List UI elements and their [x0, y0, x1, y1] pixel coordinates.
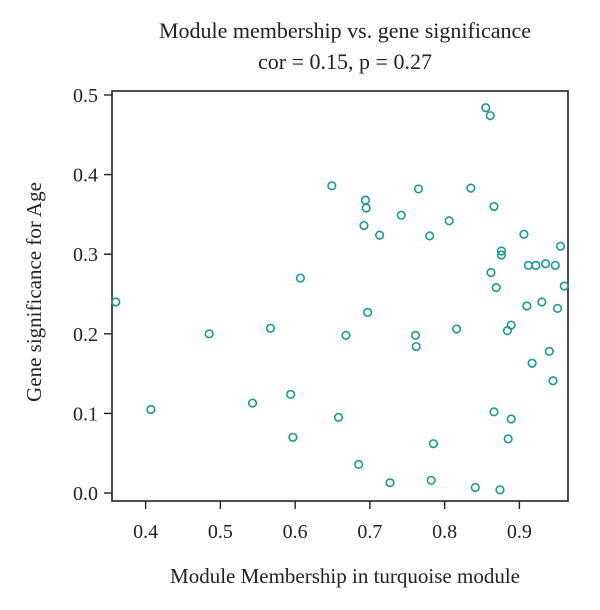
data-point — [559, 281, 569, 291]
data-point — [531, 260, 541, 270]
data-point — [361, 203, 371, 213]
chart-title: Module membership vs. gene significance — [159, 18, 531, 43]
data-point — [341, 330, 351, 341]
data-point — [413, 184, 424, 194]
data-point — [360, 195, 371, 205]
data-point — [452, 324, 462, 334]
data-point — [375, 230, 385, 240]
x-tick-label: 0.4 — [133, 521, 158, 543]
data-point — [485, 111, 495, 121]
data-point — [146, 404, 156, 415]
data-point — [550, 260, 560, 270]
data-point — [359, 220, 369, 231]
data-point — [506, 414, 516, 424]
data-point — [333, 412, 344, 423]
data-point — [247, 398, 258, 408]
data-point — [481, 103, 491, 113]
data-point — [486, 267, 496, 278]
y-axis-ticks: 0.0 0.1 0.2 0.3 0.4 0.5 — [73, 85, 112, 505]
data-point — [555, 241, 566, 251]
data-point — [506, 320, 516, 330]
data-point — [426, 475, 436, 485]
data-point — [444, 216, 454, 226]
axes — [111, 90, 569, 502]
x-tick-label: 0.6 — [283, 521, 308, 543]
x-tick-label: 0.9 — [507, 521, 532, 543]
data-point — [466, 183, 476, 193]
y-tick-label: 0.3 — [73, 244, 98, 266]
x-tick-label: 0.8 — [432, 521, 457, 543]
chart-subtitle: cor = 0.15, p = 0.27 — [258, 49, 432, 74]
data-point — [548, 376, 558, 386]
data-point — [411, 341, 421, 352]
x-axis-ticks: 0.4 0.5 0.6 0.7 0.8 0.9 — [133, 501, 532, 543]
data-point — [544, 346, 554, 356]
data-point — [327, 181, 337, 191]
x-tick-label: 0.5 — [208, 521, 233, 543]
data-point — [491, 283, 501, 293]
data-point — [489, 201, 499, 212]
data-point — [519, 229, 529, 239]
y-tick-label: 0.2 — [73, 324, 98, 346]
data-point — [288, 432, 298, 442]
data-point — [527, 358, 537, 368]
data-point — [410, 330, 421, 341]
y-tick-label: 0.0 — [73, 483, 98, 505]
data-point — [354, 459, 364, 469]
data-point — [523, 260, 533, 270]
y-axis-label: Gene significance for Age — [22, 182, 46, 402]
data-point — [111, 297, 121, 307]
data-point — [470, 482, 480, 493]
data-point — [363, 307, 373, 317]
y-tick-label: 0.5 — [73, 85, 98, 107]
data-point — [396, 210, 406, 220]
data-point — [265, 323, 276, 333]
y-tick-label: 0.4 — [73, 165, 98, 187]
data-point — [496, 246, 507, 256]
data-point — [385, 478, 395, 488]
data-point — [496, 250, 507, 260]
data-point — [522, 301, 532, 311]
x-axis-label: Module Membership in turquoise module — [170, 564, 520, 588]
plot-frame — [111, 90, 569, 502]
data-point — [540, 259, 551, 269]
data-point — [286, 389, 296, 399]
data-point — [489, 407, 499, 417]
data-point — [503, 434, 513, 444]
data-point — [537, 297, 547, 307]
data-point — [495, 485, 505, 495]
y-tick-label: 0.1 — [73, 403, 98, 425]
data-point — [204, 329, 214, 339]
data-point — [552, 303, 563, 313]
data-point — [425, 231, 435, 241]
x-tick-label: 0.7 — [357, 521, 382, 543]
data-point — [295, 273, 305, 283]
data-points — [111, 103, 569, 495]
data-point — [428, 439, 439, 449]
